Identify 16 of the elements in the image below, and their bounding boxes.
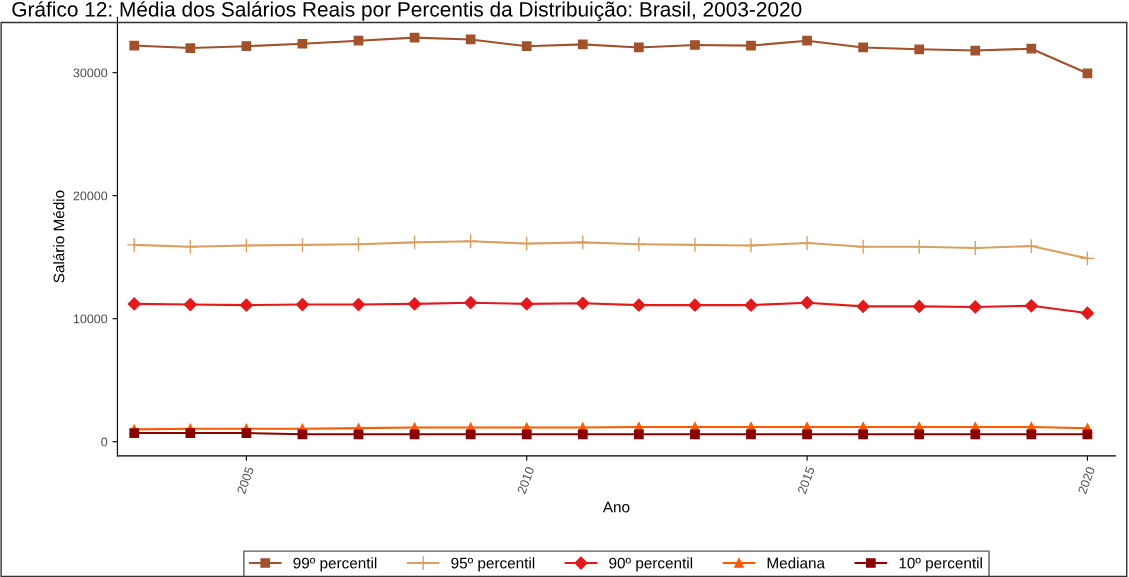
x-tick-label: 2015 [797, 466, 815, 495]
legend-label: Mediana [767, 557, 826, 569]
x-tick-label: 2010 [517, 466, 535, 495]
legend-label: 95º percentil [451, 557, 535, 572]
x-axis-title: Ano [602, 501, 630, 513]
x-tick-label: 2020 [1077, 466, 1096, 495]
x-tick-label: 2005 [236, 466, 255, 495]
legend-label: 10º percentil [899, 557, 982, 572]
y-tick-label: 10000 [73, 314, 108, 324]
y-tick-label: 30000 [73, 68, 108, 78]
y-tick-label: 0 [101, 437, 108, 447]
legend-label: 90º percentil [609, 557, 693, 572]
y-tick-label: 20000 [73, 191, 108, 201]
legend-label: 99º percentil [293, 557, 377, 572]
chart-title: Gráfico 12: Média dos Salários Reais por Percentis da Distribuição: Brasil, 2003-2020 [12, 1, 802, 21]
y-axis-title: Salário Médio [52, 190, 65, 283]
